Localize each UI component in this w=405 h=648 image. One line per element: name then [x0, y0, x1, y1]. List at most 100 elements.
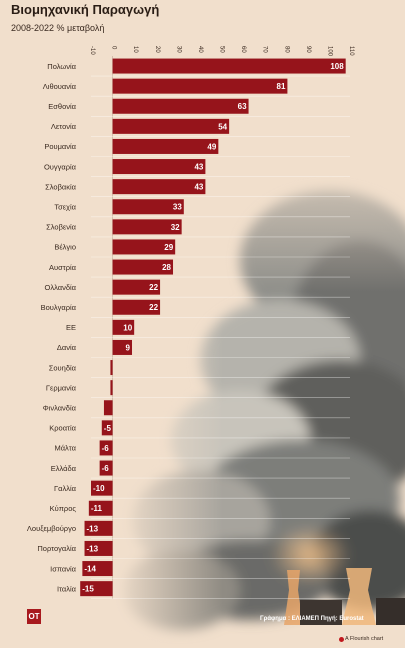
- x-tick-label: 110: [348, 46, 354, 56]
- bar: [112, 259, 174, 275]
- value-label: -10: [93, 484, 105, 493]
- bar: [110, 380, 113, 396]
- bar: [101, 420, 113, 436]
- ot-logo: OT: [27, 609, 41, 624]
- x-tick-label: 90: [305, 46, 311, 53]
- value-label: 28: [162, 263, 171, 272]
- value-label: -14: [84, 564, 96, 573]
- category-label: Τσεχία: [54, 202, 76, 211]
- chart-subtitle: 2008-2022 % μεταβολή: [11, 23, 105, 33]
- x-tick-label: 20: [154, 46, 160, 53]
- category-label: Πορτογαλία: [37, 544, 76, 553]
- x-tick-label: 50: [219, 46, 225, 53]
- bar: [112, 118, 230, 134]
- bar: [84, 540, 113, 556]
- x-tick-label: 10: [132, 46, 138, 53]
- value-label: -13: [87, 544, 99, 553]
- category-label: Βουλγαρία: [41, 303, 77, 312]
- category-label: Σλοβακία: [45, 182, 77, 191]
- category-label: Λιθουανία: [43, 82, 77, 91]
- value-label: 43: [194, 183, 203, 192]
- category-label: Μάλτα: [54, 444, 76, 453]
- value-label: 29: [164, 243, 173, 252]
- category-label: Σουηδία: [49, 363, 77, 372]
- bar: [112, 159, 206, 175]
- category-label: Γαλλία: [54, 484, 77, 493]
- value-label: 63: [238, 102, 247, 111]
- value-label: 10: [123, 323, 132, 332]
- value-label: 43: [194, 162, 203, 171]
- bar: [112, 279, 161, 295]
- value-label: -13: [87, 524, 99, 533]
- category-label: Ουγγαρία: [44, 162, 77, 171]
- value-label: 108: [330, 62, 344, 71]
- chart-title: Βιομηχανική Παραγωγή: [11, 2, 160, 17]
- category-label: Πολωνία: [47, 62, 76, 71]
- category-label: Βέλγιο: [54, 243, 76, 252]
- bar: [112, 239, 176, 255]
- category-label: Ελλάδα: [51, 464, 77, 473]
- bar: [112, 78, 288, 94]
- value-labels: 108 81 63 54 49 43 43 33 32 29 28 22 22 10 9 -5 -6 -6 -10 -…: [82, 62, 344, 594]
- category-label: Κύπρος: [50, 504, 77, 513]
- category-label: Φινλανδία: [43, 403, 77, 412]
- category-labels: Πολωνία Λιθουανία Εσθονία Λετονία Ρουμανία Ου…: [27, 62, 77, 594]
- bars: [80, 58, 346, 597]
- bar: [99, 440, 113, 456]
- value-label: 9: [126, 343, 131, 352]
- category-label: Λουξεμβούργο: [27, 524, 76, 533]
- bar: [103, 400, 113, 416]
- x-tick-label: 60: [240, 46, 246, 53]
- x-tick-label: -10: [89, 46, 95, 55]
- source-credit: Γράφημα : ΕΛΙΑΜΕΠ Πηγή: Eurostat: [260, 616, 364, 622]
- bar: [88, 500, 113, 516]
- bar: [82, 561, 113, 577]
- bar: [112, 299, 161, 315]
- value-label: -15: [82, 585, 94, 594]
- bar: [91, 480, 113, 496]
- bar: [112, 199, 184, 215]
- category-label: Λετονία: [51, 122, 77, 131]
- category-label: Ολλανδία: [45, 283, 77, 292]
- x-tick-label: 80: [283, 46, 289, 53]
- bar: [112, 98, 249, 114]
- x-axis-ticks: -10 0 10 20 30 40 50 60 70 80 90 100 110: [89, 46, 354, 57]
- category-label: Γερμανία: [46, 383, 77, 392]
- category-label: Ρουμανία: [44, 142, 76, 151]
- flourish-dot-icon: [339, 637, 344, 642]
- category-label: Εσθονία: [48, 102, 76, 111]
- bar: [112, 138, 219, 154]
- value-label: 49: [207, 142, 216, 151]
- x-tick-label: 40: [197, 46, 203, 53]
- bar: [110, 360, 113, 376]
- bar: [80, 581, 113, 597]
- cooling-towers: [284, 568, 405, 625]
- category-label: Κροατία: [49, 424, 76, 433]
- category-label: Δανία: [57, 343, 77, 352]
- value-label: -11: [91, 504, 103, 513]
- x-tick-label: 0: [111, 46, 117, 50]
- value-label: 81: [277, 82, 286, 91]
- category-label: Ισπανία: [50, 564, 77, 573]
- x-tick-label: 70: [262, 46, 268, 53]
- value-label: -6: [102, 444, 110, 453]
- bar: [84, 520, 113, 536]
- value-label: 33: [173, 203, 182, 212]
- value-label: 22: [149, 303, 158, 312]
- bar: [112, 339, 133, 355]
- bar: [112, 179, 206, 195]
- bar: [112, 58, 346, 74]
- bar: [99, 460, 113, 476]
- category-label: ΕΕ: [66, 323, 76, 332]
- category-label: Αυστρία: [49, 263, 77, 272]
- value-label: 32: [171, 223, 180, 232]
- flourish-credit[interactable]: A Flourish chart: [345, 636, 384, 642]
- value-label: 22: [149, 283, 158, 292]
- value-label: 54: [218, 122, 227, 131]
- value-label: -6: [102, 464, 110, 473]
- category-label: Σλοβενία: [46, 223, 77, 232]
- bar: [112, 219, 182, 235]
